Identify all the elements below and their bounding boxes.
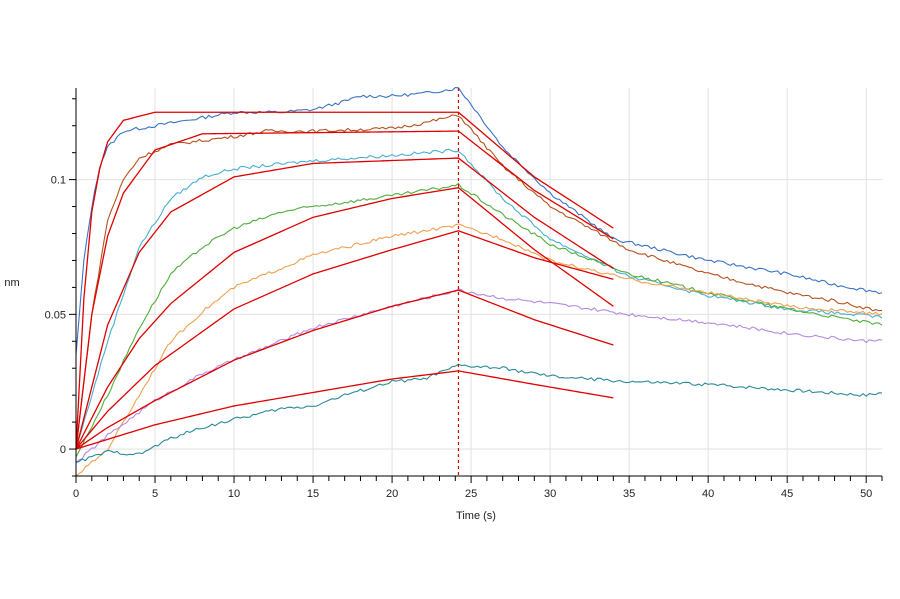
- y-tick-label: 0.05: [45, 309, 66, 321]
- fit-1-line: [75, 111, 614, 450]
- x-tick-label: 40: [702, 488, 714, 500]
- fit-4-line: [75, 187, 614, 450]
- axes: 0 5 10 15 20 25 30 35 40 45 50 0 0.05 0.1: [45, 88, 883, 500]
- x-tick-label: 45: [781, 488, 793, 500]
- x-tick-label: 50: [860, 488, 872, 500]
- trace-7-line: [75, 363, 883, 464]
- fit-curves: [75, 88, 614, 476]
- fit-5-line: [75, 230, 614, 450]
- trace-6-line: [75, 288, 883, 463]
- trace-1-line: [75, 87, 883, 355]
- trace-4-line: [75, 182, 883, 458]
- trace-2-line: [75, 114, 883, 450]
- x-tick-label: 20: [386, 488, 398, 500]
- y-axis-label: nm: [4, 277, 19, 289]
- fit-2-line: [75, 130, 614, 450]
- x-axis-label: Time (s): [456, 510, 496, 522]
- fit-3-line: [75, 157, 614, 450]
- y-tick-label: 0: [60, 444, 66, 456]
- x-tick-label: 35: [623, 488, 635, 500]
- x-tick-label: 15: [307, 488, 319, 500]
- fit-6-line: [75, 289, 614, 450]
- measured-traces: [75, 87, 883, 477]
- x-tick-label: 5: [152, 488, 158, 500]
- grid: [76, 88, 882, 476]
- x-tick-label: 10: [228, 488, 240, 500]
- trace-5-line: [75, 223, 883, 477]
- y-tick-label: 0.1: [51, 175, 66, 187]
- x-tick-label: 25: [465, 488, 477, 500]
- fit-7-line: [75, 370, 614, 450]
- x-tick-label: 0: [73, 488, 79, 500]
- trace-3-line: [75, 148, 883, 450]
- x-tick-label: 30: [544, 488, 556, 500]
